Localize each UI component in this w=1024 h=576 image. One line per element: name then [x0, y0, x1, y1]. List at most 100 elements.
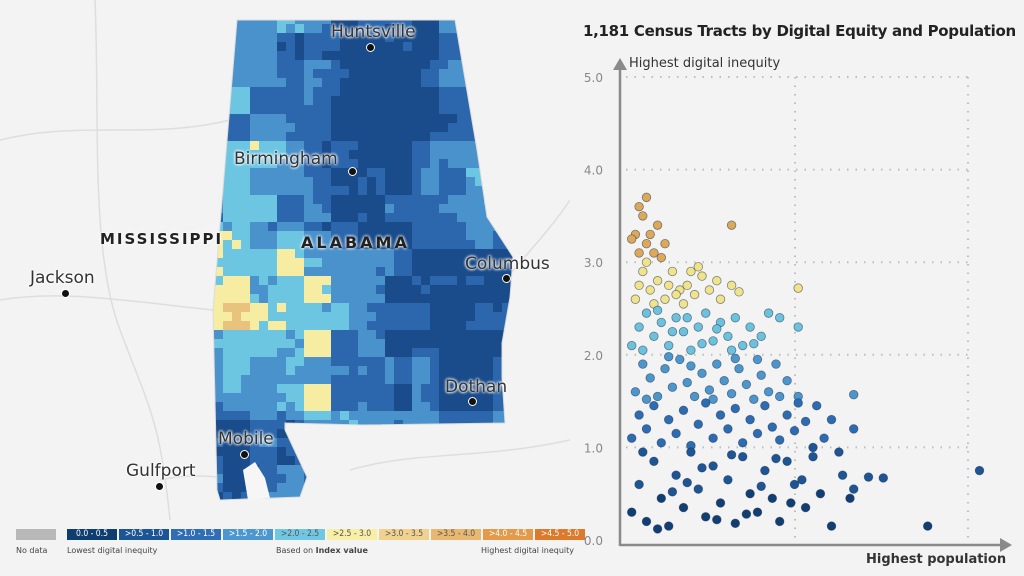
- tract[interactable]: [367, 150, 377, 160]
- tract[interactable]: [394, 492, 404, 502]
- tract[interactable]: [241, 258, 251, 268]
- tract[interactable]: [286, 15, 296, 25]
- tract[interactable]: [475, 411, 485, 421]
- tract[interactable]: [358, 105, 368, 115]
- tract[interactable]: [214, 456, 224, 466]
- tract[interactable]: [367, 195, 377, 205]
- tract[interactable]: [241, 366, 251, 376]
- tract[interactable]: [259, 384, 269, 394]
- tract[interactable]: [502, 321, 512, 331]
- tract[interactable]: [259, 69, 269, 79]
- tract[interactable]: [268, 177, 278, 187]
- tract[interactable]: [259, 294, 269, 304]
- tract[interactable]: [340, 276, 350, 286]
- tract[interactable]: [421, 249, 431, 259]
- tract[interactable]: [349, 456, 359, 466]
- tract[interactable]: [331, 366, 341, 376]
- tract[interactable]: [259, 150, 269, 160]
- tract[interactable]: [376, 51, 386, 61]
- tract[interactable]: [214, 267, 224, 277]
- tract[interactable]: [349, 105, 359, 115]
- tract[interactable]: [277, 465, 287, 475]
- tract[interactable]: [259, 87, 269, 97]
- tract[interactable]: [331, 492, 341, 502]
- tract[interactable]: [412, 96, 422, 106]
- tract[interactable]: [241, 69, 251, 79]
- tract[interactable]: [250, 240, 260, 250]
- tract[interactable]: [268, 159, 278, 169]
- tract[interactable]: [223, 366, 233, 376]
- tract[interactable]: [457, 393, 467, 403]
- tract[interactable]: [502, 132, 512, 142]
- tract[interactable]: [511, 15, 521, 25]
- tract[interactable]: [394, 132, 404, 142]
- tract[interactable]: [205, 213, 215, 223]
- tract[interactable]: [493, 78, 503, 88]
- tract[interactable]: [268, 141, 278, 151]
- tract[interactable]: [313, 258, 323, 268]
- tract[interactable]: [313, 294, 323, 304]
- tract[interactable]: [367, 204, 377, 214]
- tract[interactable]: [349, 474, 359, 484]
- tract[interactable]: [286, 375, 296, 385]
- tract[interactable]: [313, 141, 323, 151]
- choropleth-map[interactable]: MISSISSIPPI ALABAMA Huntsville Birmingha…: [0, 0, 571, 521]
- tract[interactable]: [358, 330, 368, 340]
- tract[interactable]: [331, 456, 341, 466]
- tract[interactable]: [484, 375, 494, 385]
- tract[interactable]: [421, 33, 431, 43]
- tract[interactable]: [349, 114, 359, 124]
- tract[interactable]: [385, 186, 395, 196]
- tract[interactable]: [502, 429, 512, 439]
- tract[interactable]: [268, 438, 278, 448]
- tract[interactable]: [331, 159, 341, 169]
- tract[interactable]: [484, 60, 494, 70]
- tract[interactable]: [493, 330, 503, 340]
- tract[interactable]: [295, 366, 305, 376]
- tract[interactable]: [493, 15, 503, 25]
- tract[interactable]: [340, 132, 350, 142]
- tract[interactable]: [457, 150, 467, 160]
- tract[interactable]: [259, 375, 269, 385]
- tract[interactable]: [322, 321, 332, 331]
- tract[interactable]: [205, 177, 215, 187]
- tract[interactable]: [241, 456, 251, 466]
- tract[interactable]: [448, 348, 458, 358]
- tract[interactable]: [466, 249, 476, 259]
- tract[interactable]: [286, 177, 296, 187]
- tract[interactable]: [250, 276, 260, 286]
- tract[interactable]: [412, 222, 422, 232]
- tract[interactable]: [448, 123, 458, 133]
- tract[interactable]: [385, 348, 395, 358]
- tract[interactable]: [277, 195, 287, 205]
- tract[interactable]: [502, 168, 512, 178]
- tract[interactable]: [412, 177, 422, 187]
- tract[interactable]: [430, 222, 440, 232]
- tract[interactable]: [439, 411, 449, 421]
- tract[interactable]: [403, 195, 413, 205]
- tract[interactable]: [250, 402, 260, 412]
- tract[interactable]: [340, 294, 350, 304]
- tract[interactable]: [466, 312, 476, 322]
- tract[interactable]: [466, 438, 476, 448]
- tract[interactable]: [448, 465, 458, 475]
- tract[interactable]: [394, 483, 404, 493]
- tract[interactable]: [403, 60, 413, 70]
- tract[interactable]: [457, 159, 467, 169]
- tract[interactable]: [286, 294, 296, 304]
- tract[interactable]: [250, 186, 260, 196]
- tract[interactable]: [466, 267, 476, 277]
- tract[interactable]: [232, 375, 242, 385]
- tract[interactable]: [340, 447, 350, 457]
- tract[interactable]: [241, 105, 251, 115]
- tract[interactable]: [304, 15, 314, 25]
- tract[interactable]: [322, 465, 332, 475]
- tract[interactable]: [484, 483, 494, 493]
- tract[interactable]: [502, 96, 512, 106]
- tract[interactable]: [268, 114, 278, 124]
- tract[interactable]: [421, 87, 431, 97]
- tract[interactable]: [412, 438, 422, 448]
- tract[interactable]: [205, 402, 215, 412]
- tract[interactable]: [340, 312, 350, 322]
- tract[interactable]: [439, 303, 449, 313]
